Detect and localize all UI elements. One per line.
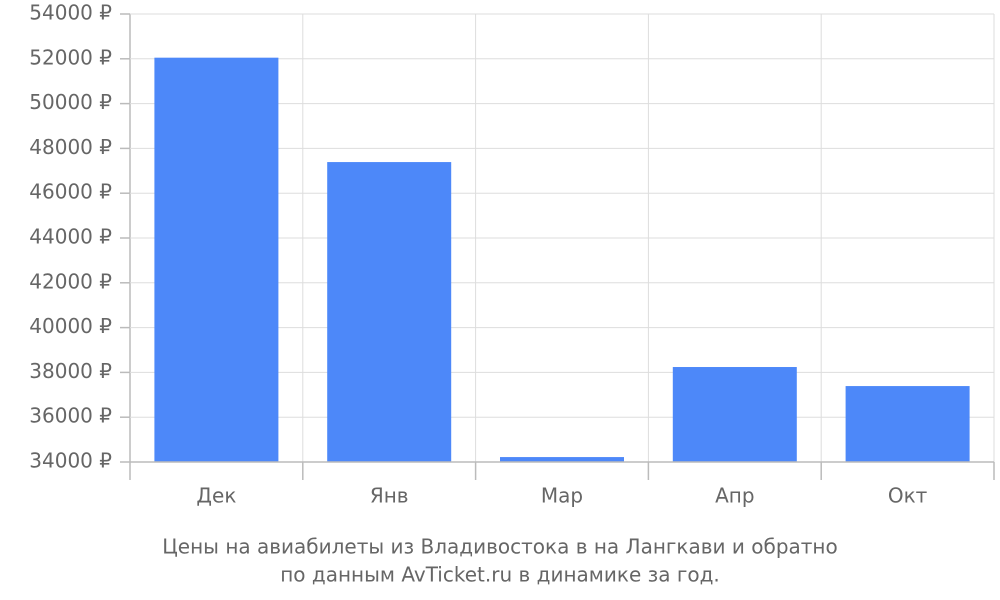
x-tick-label: Дек [196, 484, 236, 508]
x-tick-label: Янв [370, 484, 409, 508]
bar [672, 367, 797, 462]
y-tick-label: 38000 ₽ [29, 359, 112, 383]
x-tick-label: Апр [715, 484, 754, 508]
bar [845, 386, 970, 462]
y-tick-label: 36000 ₽ [29, 404, 112, 428]
y-tick-label: 46000 ₽ [29, 180, 112, 204]
y-tick-label: 48000 ₽ [29, 135, 112, 159]
y-tick-label: 50000 ₽ [29, 90, 112, 114]
bar [500, 457, 624, 462]
y-tick-label: 44000 ₽ [29, 225, 112, 249]
chart-caption: по данным AvTicket.ru в динамике за год. [280, 563, 720, 587]
y-tick-label: 54000 ₽ [29, 1, 112, 25]
bar [154, 57, 279, 463]
x-tick-label: Окт [888, 484, 928, 508]
bar [327, 162, 452, 462]
y-tick-label: 40000 ₽ [29, 314, 112, 338]
x-tick-label: Мар [541, 484, 583, 508]
y-tick-label: 34000 ₽ [29, 449, 112, 473]
chart-caption: Цены на авиабилеты из Владивостока в на … [162, 535, 837, 559]
y-tick-label: 42000 ₽ [29, 269, 112, 293]
y-tick-label: 52000 ₽ [29, 45, 112, 69]
